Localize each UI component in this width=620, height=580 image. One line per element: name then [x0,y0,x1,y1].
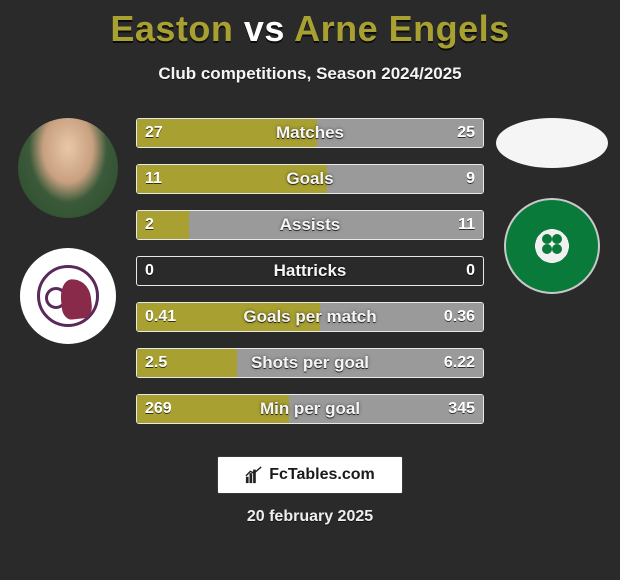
stat-row: Matches2725 [136,118,484,148]
stat-row: Goals119 [136,164,484,194]
left-column [8,118,128,344]
stat-row: Assists211 [136,210,484,240]
stat-bar-left [137,349,237,377]
title-player1: Easton [110,8,233,49]
stat-bar-left [137,395,289,423]
stat-bar-right [289,395,483,423]
stat-bar-right [317,119,483,147]
player2-avatar [496,118,608,168]
brand-text: FcTables.com [269,466,375,484]
brand-logo-icon [245,466,263,484]
stat-row: Shots per goal2.56.22 [136,348,484,378]
stat-row: Goals per match0.410.36 [136,302,484,332]
subtitle: Club competitions, Season 2024/2025 [0,64,620,84]
date-text: 20 february 2025 [0,508,620,526]
brand-badge[interactable]: FcTables.com [217,456,403,494]
stat-bar-right [327,165,483,193]
title-vs: vs [244,8,285,49]
stat-row: Hattricks0 0 [136,256,484,286]
stat-bar-left [137,211,189,239]
stat-value-right: 0 [458,257,483,285]
stat-bar-left [137,119,317,147]
stat-bars: Matches2725 Goals119 Assists211 Hattricks0 0… [136,118,484,440]
player1-club-crest [20,248,116,344]
comparison-title: Easton vs Arne Engels [0,0,620,50]
stat-row: Min per goal269345 [136,394,484,424]
stat-bar-left [137,165,327,193]
player1-avatar [18,118,118,218]
right-column [492,118,612,294]
stat-bar-left [137,303,320,331]
crest-lion-icon [59,278,93,321]
stat-bar-right [237,349,483,377]
player2-club-crest [504,198,600,294]
stat-label: Hattricks [137,257,483,285]
stat-bar-right [189,211,483,239]
comparison-content: Matches2725 Goals119 Assists211 Hattricks0 0… [0,118,620,438]
crest-clover-icon [540,234,564,258]
title-player2: Arne Engels [294,8,510,49]
stat-bar-right [320,303,483,331]
stat-value-left: 0 [137,257,162,285]
